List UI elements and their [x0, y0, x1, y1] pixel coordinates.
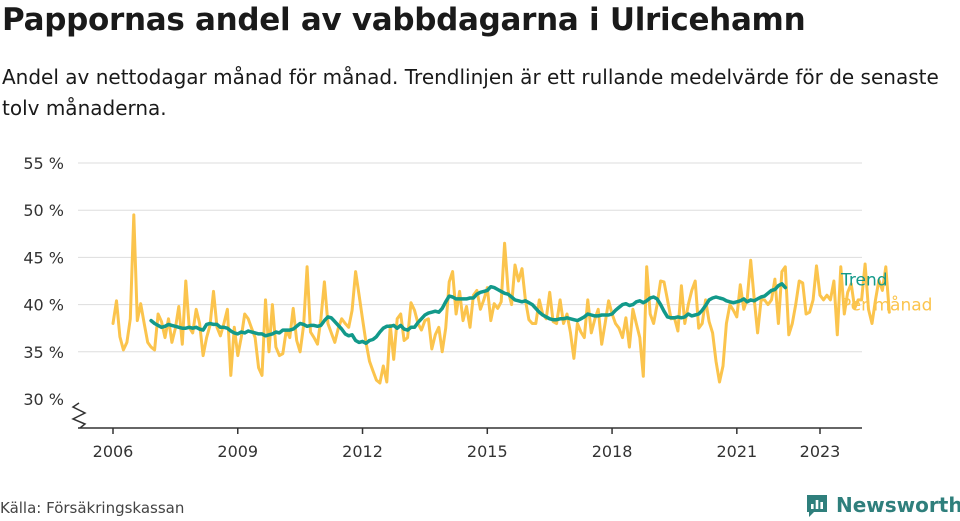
series-line-trend	[149, 282, 788, 346]
chart-subtitle: Andel av nettodagar månad för månad. Tre…	[2, 65, 939, 120]
y-tick-label: 30 %	[23, 390, 64, 409]
x-tick-label: 2023	[800, 442, 841, 461]
y-tick-label: 50 %	[23, 201, 64, 220]
x-axis-ticks: 2006 2009 2012 2015 2018 2021 2023	[93, 428, 841, 461]
newsworthy-logo-icon	[807, 495, 827, 517]
brand: Newsworthy	[804, 489, 960, 521]
x-tick-label: 2012	[342, 442, 383, 461]
x-tick-label: 2018	[592, 442, 633, 461]
y-tick-label: 55 %	[23, 154, 64, 173]
source-note: Källa: Försäkringskassan	[0, 499, 185, 517]
y-tick-label: 45 %	[23, 248, 64, 267]
y-axis-labels: 30 % 35 % 40 % 45 % 50 % 55 %	[23, 154, 64, 409]
x-tick-label: 2015	[467, 442, 508, 461]
y-tick-label: 35 %	[23, 343, 64, 362]
x-tick-label: 2009	[217, 442, 258, 461]
legend-label-per-manad: Per månad	[841, 295, 932, 316]
chart-title: Pappornas andel av vabbdagarna i Ulriceh…	[2, 2, 806, 38]
axis-break-icon	[71, 402, 87, 429]
y-tick-label: 40 %	[23, 296, 64, 315]
x-tick-label: 2006	[93, 442, 134, 461]
series-line-per-manad	[111, 213, 891, 385]
y-gridlines	[78, 162, 862, 353]
legend-label-trend: Trend	[840, 271, 888, 291]
brand-name: Newsworthy	[836, 493, 960, 517]
x-tick-label: 2021	[716, 442, 757, 461]
